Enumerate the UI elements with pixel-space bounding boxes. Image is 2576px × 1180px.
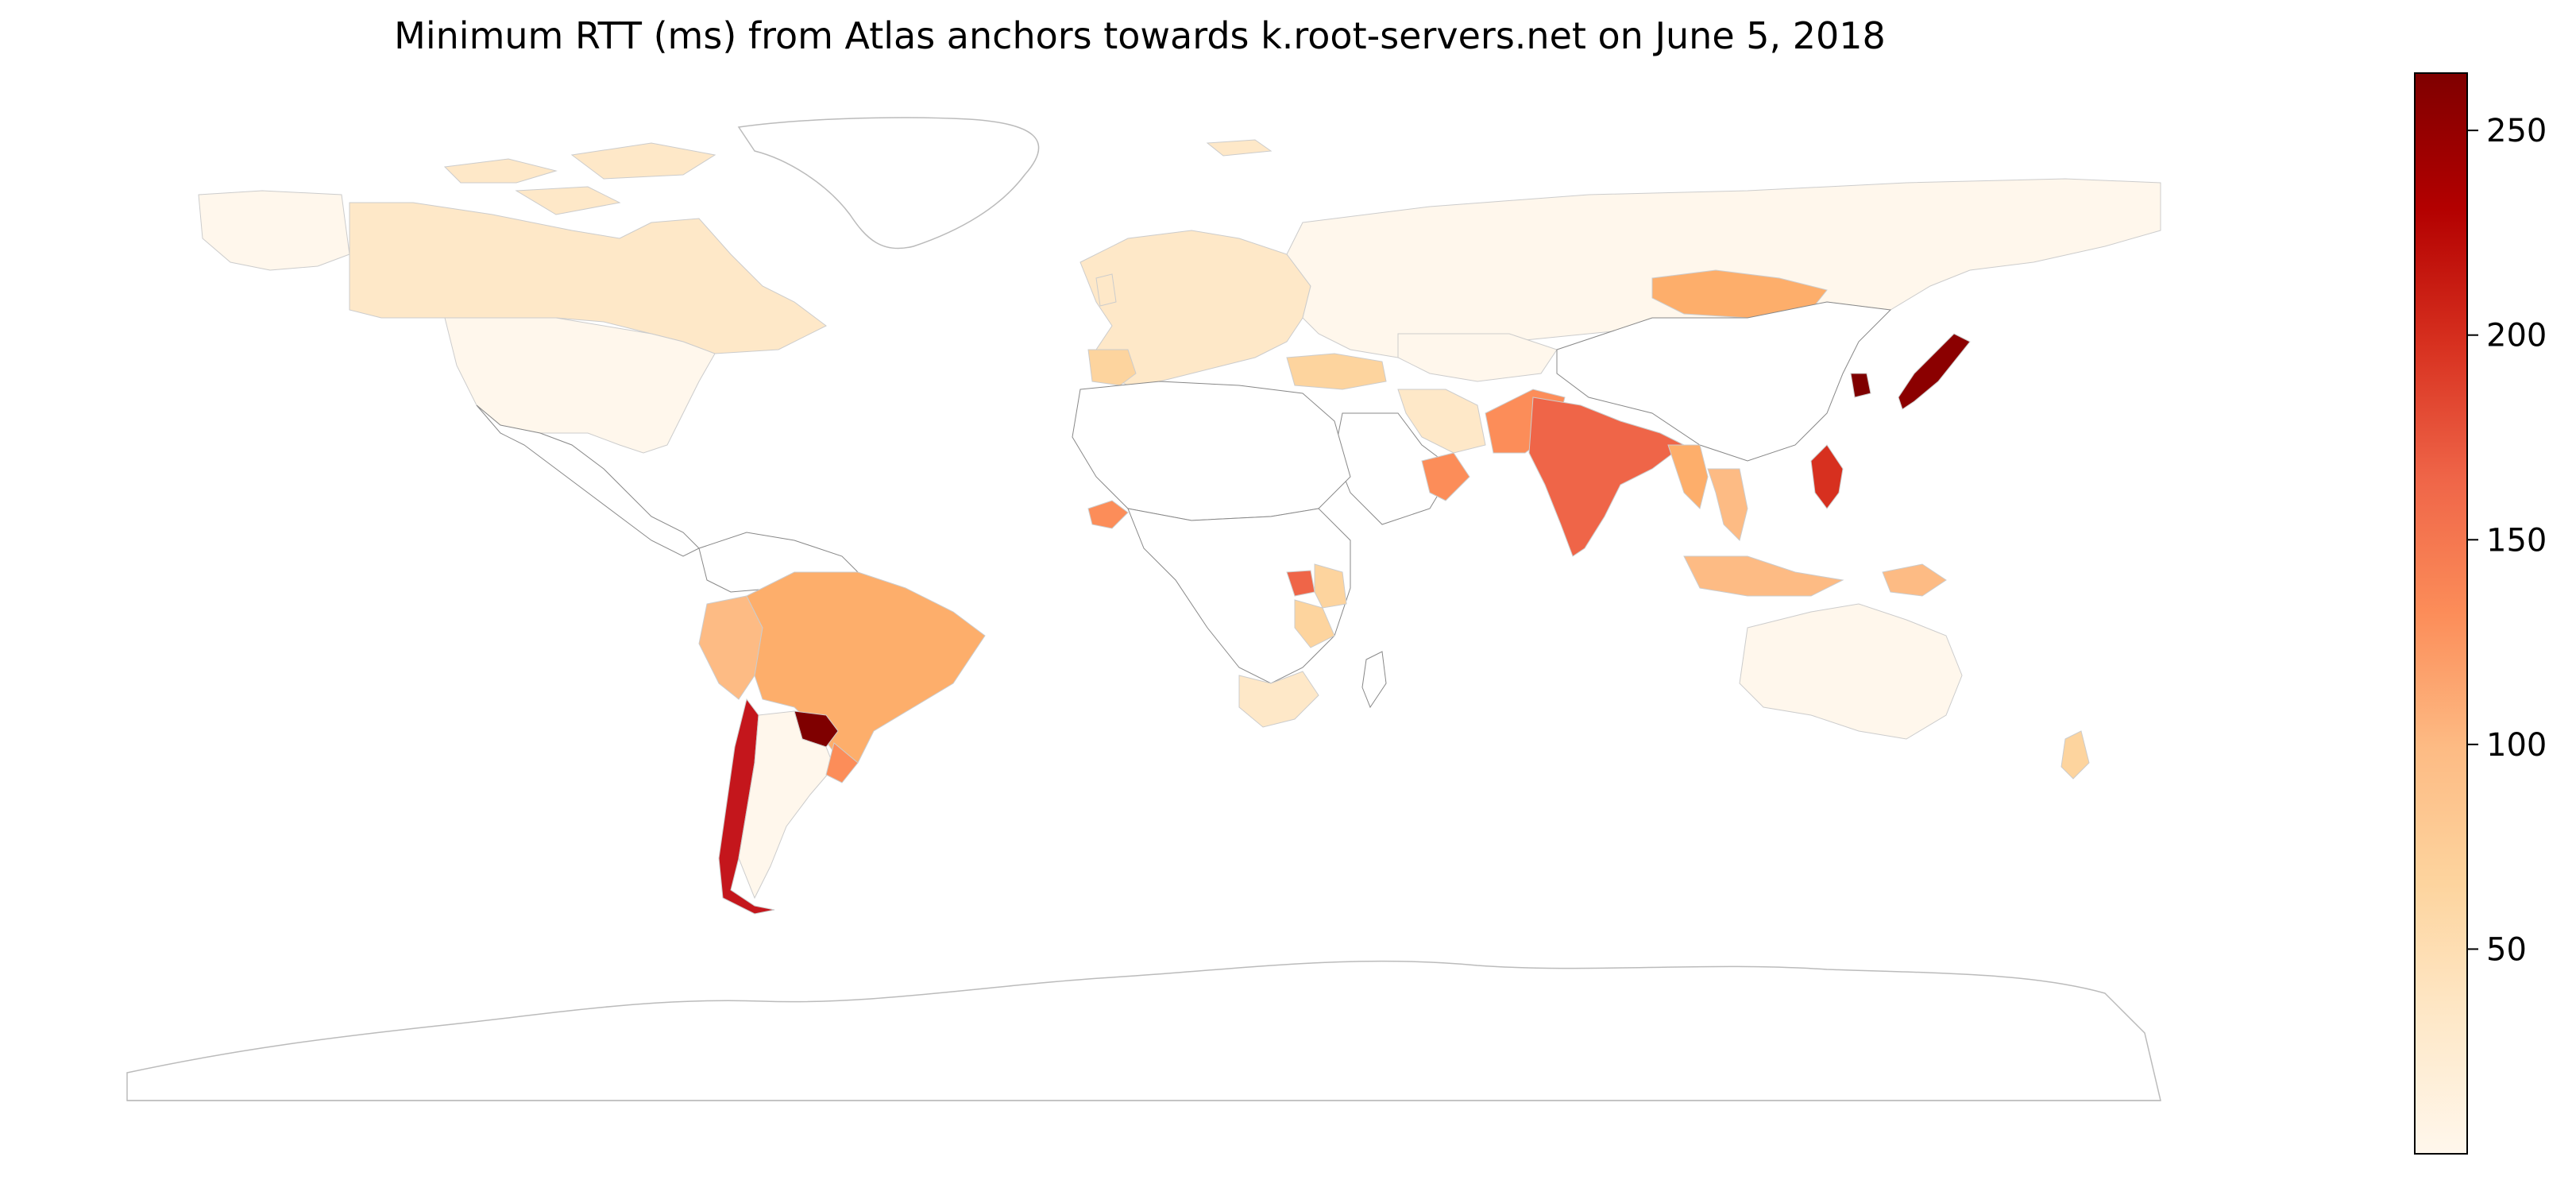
region-iberia	[1087, 349, 1137, 386]
region-myanmar	[1667, 444, 1709, 509]
region-philippines	[1810, 444, 1844, 509]
region-south-korea	[1850, 373, 1871, 398]
region-australia	[1739, 603, 1963, 740]
arctic-islands	[443, 139, 1273, 215]
world-map	[126, 117, 2161, 1101]
chart-title: Minimum RTT (ms) from Atlas anchors towa…	[394, 14, 1886, 57]
colorbar-ticks: 50 100 150 200 250	[2467, 113, 2547, 968]
colorbar-tick-label-200: 200	[2486, 318, 2547, 354]
colorbar-tick-label-150: 150	[2486, 522, 2547, 559]
colorbar-tick-label-50: 50	[2486, 931, 2527, 968]
region-south-africa	[1238, 671, 1319, 728]
antarctica	[126, 960, 2161, 1101]
region-oman	[1421, 452, 1470, 501]
region-thailand-vietnam	[1707, 468, 1748, 541]
region-argentina	[738, 710, 835, 900]
region-alaska	[198, 190, 350, 271]
region-madagascar	[1361, 651, 1387, 709]
region-turkey	[1286, 353, 1387, 390]
region-europe	[1079, 230, 1311, 386]
region-uruguay	[825, 742, 859, 783]
region-new-zealand	[2060, 730, 2090, 780]
region-kazakhstan	[1397, 333, 1558, 382]
region-burkina-faso	[1087, 500, 1129, 529]
region-tanzania	[1294, 599, 1335, 648]
colorbar-tick-label-100: 100	[2486, 727, 2547, 764]
colorbar-gradient	[2414, 72, 2468, 1155]
region-indonesia	[1683, 555, 1844, 597]
region-japan	[1898, 333, 1971, 410]
region-india	[1528, 397, 1685, 557]
region-uk	[1095, 273, 1117, 307]
region-greenland	[737, 117, 1040, 250]
region-papua-new-guinea	[1882, 563, 1947, 597]
region-africa-central	[1127, 508, 1351, 684]
region-china	[1556, 301, 1892, 462]
region-iran	[1397, 389, 1486, 454]
region-kenya	[1314, 563, 1347, 609]
colorbar-tick-label-250: 250	[2486, 113, 2547, 149]
